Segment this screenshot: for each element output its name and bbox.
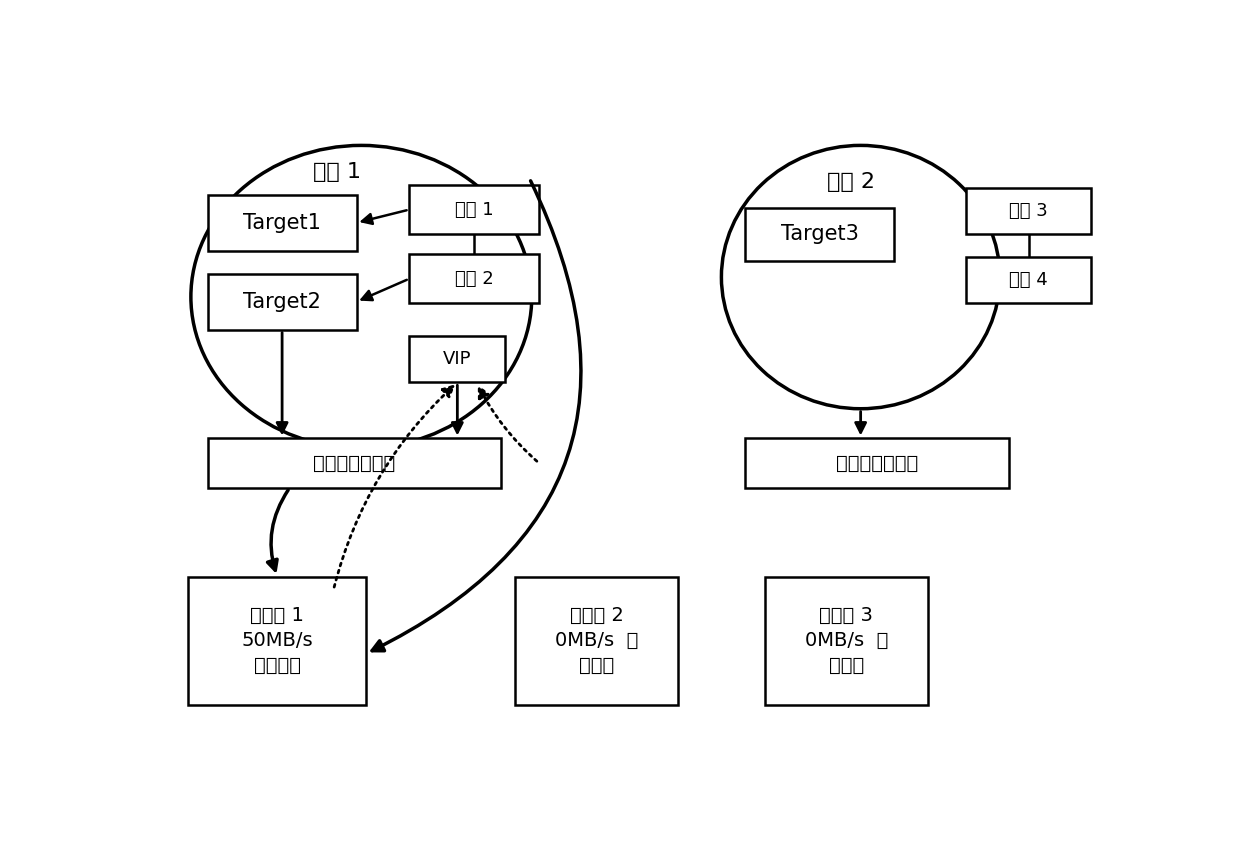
FancyBboxPatch shape [409, 254, 539, 304]
Text: Target2: Target2 [243, 292, 321, 312]
FancyBboxPatch shape [746, 208, 895, 261]
Text: 客户端 1
50MB/s
读写速度: 客户端 1 50MB/s 读写速度 [242, 606, 313, 675]
FancyBboxPatch shape [746, 439, 1010, 487]
FancyBboxPatch shape [208, 195, 357, 251]
Text: 网卡 4: 网卡 4 [1010, 271, 1048, 289]
Text: 计算各网卡负载: 计算各网卡负载 [313, 453, 395, 473]
FancyBboxPatch shape [764, 576, 928, 705]
Text: 网卡 3: 网卡 3 [1010, 203, 1048, 221]
Text: 网卡 2: 网卡 2 [455, 269, 493, 288]
Text: VIP: VIP [444, 351, 472, 369]
Text: 网卡 1: 网卡 1 [455, 201, 493, 219]
Text: Target1: Target1 [243, 213, 321, 233]
FancyBboxPatch shape [515, 576, 678, 705]
Text: 客户端 3
0MB/s  读
写速度: 客户端 3 0MB/s 读 写速度 [804, 606, 888, 675]
FancyBboxPatch shape [409, 336, 506, 382]
FancyBboxPatch shape [208, 439, 501, 487]
Text: Target3: Target3 [781, 224, 859, 245]
Text: 节点 1: 节点 1 [313, 162, 362, 182]
FancyBboxPatch shape [966, 257, 1092, 304]
FancyBboxPatch shape [966, 188, 1092, 234]
Text: 节点 2: 节点 2 [828, 172, 875, 192]
Text: 客户端 2
0MB/s  读
写速度: 客户端 2 0MB/s 读 写速度 [555, 606, 638, 675]
FancyBboxPatch shape [208, 274, 357, 330]
Text: 计算各网卡负载: 计算各网卡负载 [836, 453, 918, 473]
FancyBboxPatch shape [188, 576, 367, 705]
FancyBboxPatch shape [409, 185, 539, 234]
